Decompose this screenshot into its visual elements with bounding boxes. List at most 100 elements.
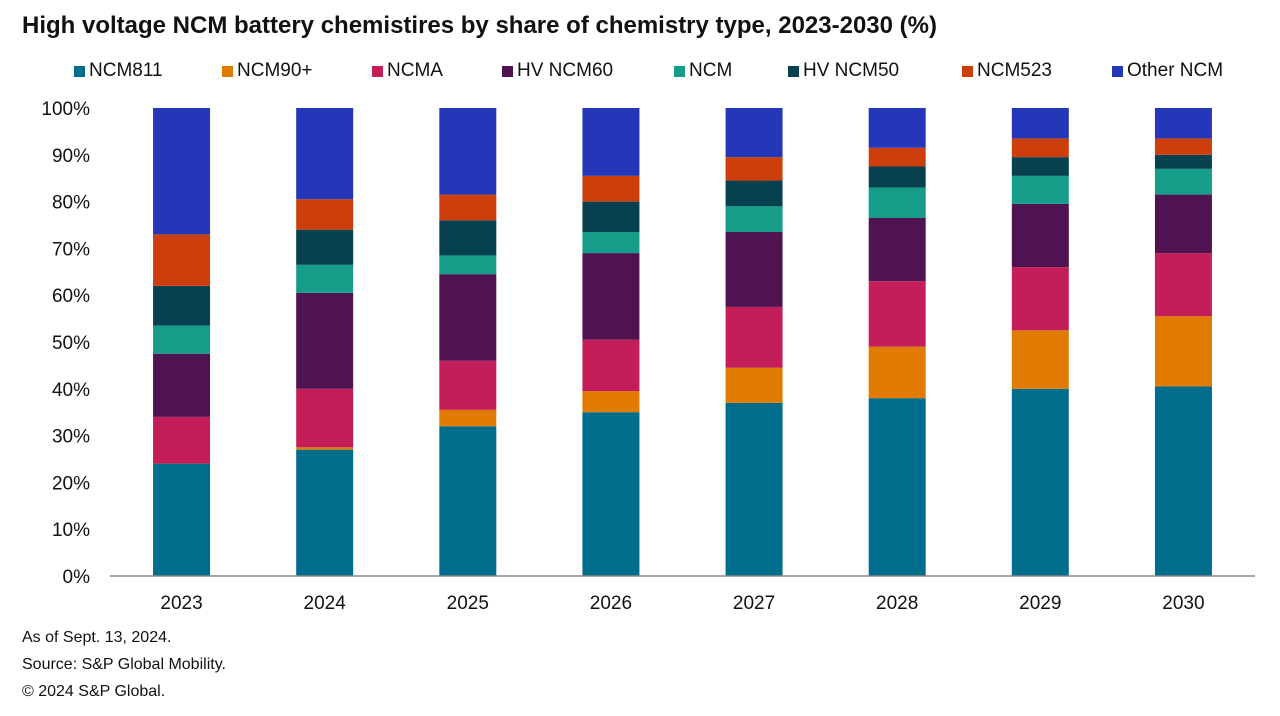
legend-label: HV NCM50: [803, 60, 900, 81]
legend-item-hv-ncm50: HV NCM50: [788, 60, 899, 82]
bar-segment-ncm811-2025: [439, 426, 497, 576]
bar-segment-ncma-2028: [868, 281, 926, 347]
bar-segment-ncm90--2027: [725, 367, 783, 403]
bar-segment-ncm811-2027: [725, 402, 783, 576]
bar-segment-ncm523-2028: [868, 147, 926, 167]
legend-label: NCM811: [89, 60, 163, 81]
bar-segment-hv-ncm60-2030: [1154, 194, 1212, 254]
bar-segment-hv-ncm50-2023: [153, 285, 211, 326]
x-tick-label: 2023: [160, 593, 202, 614]
bar-segment-ncma-2030: [1154, 253, 1212, 317]
bar-segment-other-ncm-2028: [868, 108, 926, 148]
y-tick-label: 90%: [52, 146, 90, 167]
legend-label: NCM90+: [237, 60, 313, 81]
bar-segment-ncm523-2030: [1154, 138, 1212, 155]
bar-segment-hv-ncm50-2029: [1011, 157, 1069, 176]
legend-swatch: [372, 65, 383, 77]
bar-segment-ncma-2026: [582, 339, 640, 392]
legend-label: NCMA: [387, 60, 443, 81]
y-tick-label: 10%: [52, 520, 90, 541]
bar-segment-ncm-2030: [1154, 168, 1212, 195]
bar-segment-ncm90--2024: [296, 447, 354, 450]
legend-swatch: [222, 65, 233, 77]
bar-segment-ncm523-2025: [439, 194, 497, 221]
footnote-as-of: As of Sept. 13, 2024.: [22, 629, 172, 646]
legend-item-ncm: NCM: [674, 60, 732, 82]
bar-segment-hv-ncm60-2025: [439, 274, 497, 361]
bar-segment-ncm811-2028: [868, 398, 926, 576]
bar-segment-hv-ncm60-2028: [868, 217, 926, 282]
y-tick-label: 70%: [52, 239, 90, 260]
bar-segment-ncm-2026: [582, 232, 640, 254]
stacked-bar-chart: 0% 10% 20% 30% 40% 50% 60% 70% 80% 90% 100% 2023 202…: [41, 99, 1255, 614]
y-tick-label: 100%: [41, 99, 90, 120]
legend-item-ncma: NCMA: [372, 60, 443, 82]
bar-segment-ncma-2027: [725, 306, 783, 368]
x-tick-label: 2025: [447, 593, 489, 614]
chart-title: High voltage NCM battery chemistires by …: [22, 12, 937, 39]
x-tick-label: 2027: [733, 593, 775, 614]
legend-swatch: [1112, 65, 1123, 77]
x-tick-label: 2028: [876, 593, 918, 614]
bar-segment-ncm-2027: [725, 206, 783, 233]
bar-segment-ncma-2025: [439, 360, 497, 410]
bar-segment-ncm90--2030: [1154, 316, 1212, 387]
y-tick-label: 30%: [52, 427, 90, 448]
bar-segment-ncm523-2026: [582, 175, 640, 202]
legend-swatch: [502, 65, 513, 77]
y-tick-label: 80%: [52, 193, 90, 214]
bar-segment-ncm811-2026: [582, 412, 640, 576]
bar-segment-hv-ncm50-2028: [868, 166, 926, 188]
bar-segment-ncm811-2029: [1011, 388, 1069, 576]
bar-segment-ncm523-2029: [1011, 138, 1069, 158]
bar-segment-other-ncm-2025: [439, 108, 497, 195]
y-tick-label: 20%: [52, 473, 90, 494]
y-tick-label: 40%: [52, 380, 90, 401]
bar-segment-hv-ncm50-2027: [725, 180, 783, 207]
bar-segment-ncm523-2023: [153, 234, 211, 286]
bar-segment-ncm90--2026: [582, 391, 640, 413]
bar-segment-ncm-2025: [439, 255, 497, 275]
legend-swatch: [788, 65, 799, 77]
bar-segment-ncm-2024: [296, 264, 354, 293]
legend-swatch: [674, 65, 685, 77]
legend-label: HV NCM60: [517, 60, 614, 81]
x-tick-label: 2026: [590, 593, 632, 614]
bar-segment-hv-ncm50-2026: [582, 201, 640, 233]
bar-segment-ncm-2023: [153, 325, 211, 354]
bar-segment-ncm811-2030: [1154, 386, 1212, 576]
x-tick-label: 2030: [1162, 593, 1204, 614]
legend-item-ncm811: NCM811: [74, 60, 163, 82]
bar-segment-hv-ncm50-2030: [1154, 154, 1212, 169]
bar-segment-other-ncm-2027: [725, 108, 783, 158]
legend-label: NCM: [689, 60, 733, 81]
legend-swatch: [962, 65, 973, 77]
bar-segment-hv-ncm60-2027: [725, 232, 783, 307]
bar-segment-other-ncm-2029: [1011, 108, 1069, 139]
bar-segment-hv-ncm60-2026: [582, 253, 640, 340]
bar-segment-other-ncm-2024: [296, 108, 354, 200]
bar-segment-other-ncm-2026: [582, 108, 640, 176]
footnote-source: Source: S&P Global Mobility.: [22, 656, 226, 673]
bar-segment-ncma-2024: [296, 388, 354, 448]
legend-swatch: [74, 65, 85, 77]
legend-item-hv-ncm60: HV NCM60: [502, 60, 613, 82]
bar-segment-ncm523-2027: [725, 157, 783, 181]
legend-item-other-ncm: Other NCM: [1112, 60, 1223, 82]
legend-label: NCM523: [977, 60, 1052, 81]
bar-segment-hv-ncm60-2029: [1011, 203, 1069, 268]
x-tick-label: 2024: [304, 593, 347, 614]
bar-segment-hv-ncm50-2025: [439, 220, 497, 256]
bar-segment-other-ncm-2030: [1154, 108, 1212, 139]
bar-segment-ncm90--2028: [868, 346, 926, 399]
bar-segment-ncm523-2024: [296, 199, 354, 230]
legend-label: Other NCM: [1127, 60, 1224, 81]
x-tick-label: 2029: [1019, 593, 1061, 614]
bar-segment-ncm811-2023: [153, 463, 211, 576]
footnote-copyright: © 2024 S&P Global.: [22, 683, 166, 700]
bar-segment-hv-ncm60-2023: [153, 353, 211, 417]
bar-segment-ncm-2029: [1011, 175, 1069, 204]
y-tick-label: 60%: [52, 286, 90, 307]
bar-segment-hv-ncm60-2024: [296, 292, 354, 389]
bar-segment-ncma-2023: [153, 416, 211, 464]
